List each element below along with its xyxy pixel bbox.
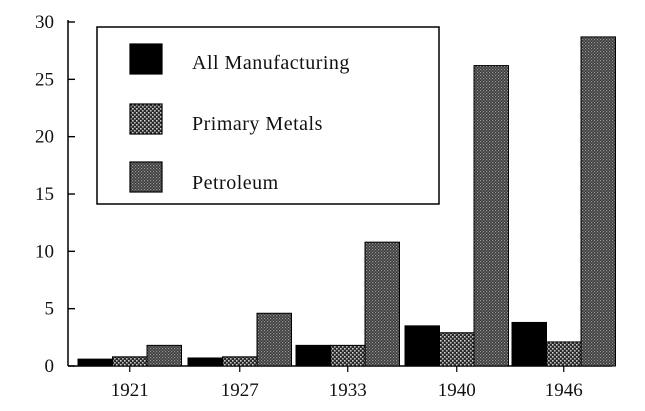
bar-all-manufacturing-1921 <box>77 358 113 367</box>
bar-petroleum-1940 <box>473 65 509 367</box>
legend-swatch-all-manufacturing <box>129 43 163 75</box>
bar-primary-metals-1927 <box>222 356 258 367</box>
bars <box>77 36 616 367</box>
bar-petroleum-1946 <box>580 36 616 367</box>
x-tick-label-1927: 1927 <box>221 380 259 401</box>
legend-label-primary-metals: Primary Metals <box>192 113 323 135</box>
x-tick-label-1946: 1946 <box>545 380 583 401</box>
y-ticks: 0 5 10 15 20 25 30 <box>35 12 75 377</box>
bar-all-manufacturing-1927 <box>187 357 223 367</box>
x-tick-label-1940: 1940 <box>438 380 476 401</box>
y-tick-label: 15 <box>35 184 54 205</box>
y-tick-label: 25 <box>35 69 54 90</box>
bar-all-manufacturing-1946 <box>511 321 547 367</box>
legend-label-all-manufacturing: All Manufacturing <box>192 52 350 74</box>
x-ticks: 1921 1927 1933 1940 1946 <box>111 366 583 401</box>
legend: All Manufacturing Primary Metals Petrole… <box>96 26 440 205</box>
y-tick-label: 5 <box>45 299 55 320</box>
bar-primary-metals-1940 <box>439 332 475 367</box>
bar-primary-metals-1921 <box>112 356 148 367</box>
x-tick-label-1933: 1933 <box>329 380 367 401</box>
y-tick-label: 20 <box>35 127 54 148</box>
bar-petroleum-1933 <box>364 241 400 367</box>
bar-all-manufacturing-1933 <box>295 344 331 367</box>
bar-primary-metals-1946 <box>546 341 582 367</box>
bar-petroleum-1927 <box>256 312 292 367</box>
y-tick-label: 30 <box>35 12 54 33</box>
legend-swatch-petroleum <box>129 161 163 193</box>
bar-all-manufacturing-1940 <box>404 325 440 367</box>
legend-swatch-primary-metals <box>129 103 163 135</box>
y-tick-label: 10 <box>35 241 54 262</box>
legend-label-petroleum: Petroleum <box>192 172 279 194</box>
x-tick-label-1921: 1921 <box>111 380 149 401</box>
bar-primary-metals-1933 <box>330 344 366 367</box>
bar-petroleum-1921 <box>146 344 182 367</box>
y-tick-label: 0 <box>45 356 55 377</box>
